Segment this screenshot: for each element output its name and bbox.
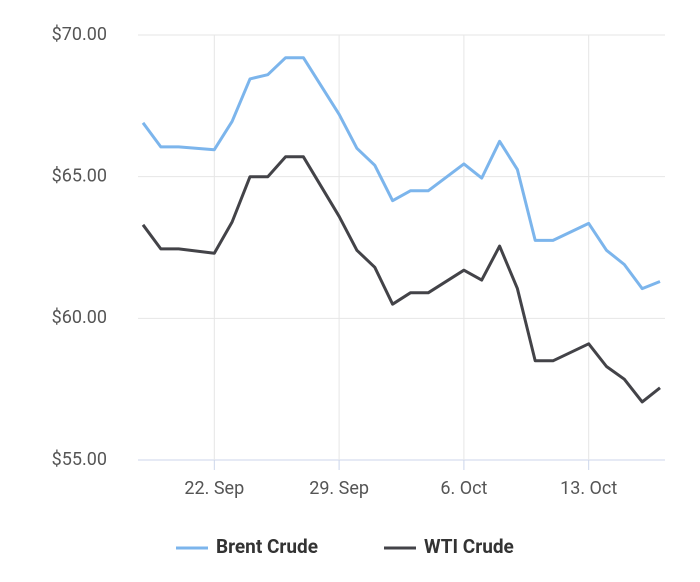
x-tick-label: 22. Sep bbox=[184, 478, 244, 499]
y-tick-label: $65.00 bbox=[52, 165, 107, 186]
y-tick-label: $60.00 bbox=[52, 307, 107, 328]
x-tick-label: 13. Oct bbox=[560, 478, 617, 499]
line bbox=[141, 155, 661, 404]
x-tick-label: 6. Oct bbox=[440, 478, 487, 499]
legend-label: Brent Crude bbox=[216, 535, 318, 558]
line bbox=[141, 56, 661, 291]
legend-label: WTI Crude bbox=[424, 535, 514, 558]
y-tick-label: $55.00 bbox=[52, 449, 107, 470]
y-tick-label: $70.00 bbox=[52, 24, 107, 45]
x-tick-label: 29. Sep bbox=[309, 478, 369, 499]
